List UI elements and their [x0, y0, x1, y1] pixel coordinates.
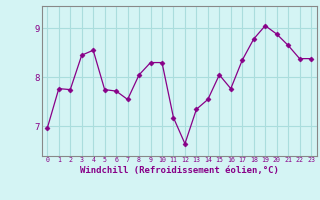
- X-axis label: Windchill (Refroidissement éolien,°C): Windchill (Refroidissement éolien,°C): [80, 166, 279, 175]
